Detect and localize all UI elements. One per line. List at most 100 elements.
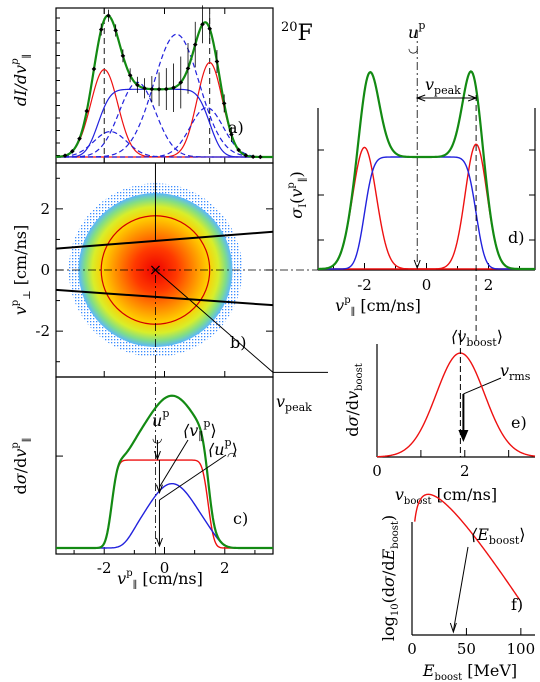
data-point (91, 66, 97, 72)
panel-b-ylabel: vp⊥ [cm/ns] (10, 225, 33, 315)
panel-a-ylabel: dI/dvp∥ (10, 54, 33, 106)
zero-arrow-head (155, 537, 163, 548)
title-element: F (298, 21, 313, 46)
panel-b-ytick-label: 0 (40, 261, 50, 279)
data-point (135, 82, 140, 88)
panel-d: -2 0 2 d) up ◡ vpeak σI(vp∥) vp∥ [cm/ns] (286, 19, 536, 345)
data-point (229, 132, 234, 137)
panel-e-xlabel: vboost [cm/ns] (395, 485, 497, 507)
mean-v-arrow-head (155, 484, 163, 495)
panel-e-xtick-label: 0 (372, 462, 382, 480)
data-point (113, 28, 118, 33)
figure-title: 20F (281, 20, 313, 46)
panel-e-tag: e) (511, 413, 527, 432)
panel-a: a) dI/dvp∥ (10, 5, 274, 164)
data-point (98, 27, 104, 32)
panel-f-xtick-label: 100 (507, 640, 536, 658)
panel-b-tick-labels: -2 0 2 (35, 200, 50, 340)
panel-c-total-curve (56, 394, 273, 550)
boundary-line-upper (56, 230, 273, 250)
panel-e-ticks (376, 377, 510, 457)
mean-v-label: ⟨v∥p⟩ (183, 417, 217, 443)
panel-a-points (62, 5, 263, 160)
v-peak-label: vpeak (276, 392, 312, 414)
panel-e-ylabel: dσ/dvboost (343, 363, 365, 436)
panel-d-tag: d) (508, 228, 524, 247)
panel-c-arrows (153, 439, 227, 548)
panel-d-curves (317, 70, 535, 271)
data-point (164, 86, 169, 92)
data-point (214, 59, 220, 64)
data-point (77, 136, 82, 141)
panel-e-xtick-label: 2 (460, 462, 470, 480)
data-point (207, 26, 213, 31)
panel-b-ytick-label: 2 (40, 200, 50, 218)
panel-a-tag: a) (228, 118, 244, 137)
panel-f-curve (414, 493, 521, 601)
boundary-line-lower (56, 288, 273, 307)
data-point (149, 86, 155, 92)
v-peak-label-d: vpeak (425, 75, 461, 97)
panel-d-total-curve (317, 70, 535, 271)
panel-b-ytick-label: -2 (35, 322, 50, 340)
data-point (258, 154, 263, 160)
mean-boost-label: ⟨vboost⟩ (451, 327, 503, 349)
panel-c: -2 0 2 c) up ◡ ⟨v∥p⟩ ⟨up⟩ ◠ dσ/dvp∥ vp∥ [c… (10, 376, 274, 591)
mean-u-leader (159, 454, 227, 501)
panel-b: -2 0 2 × b) vpeak vp⊥ [cm/ns] (10, 162, 328, 414)
panel-f-tick-labels: 0 50 100 (407, 640, 535, 658)
panel-b-tag: b) (230, 333, 246, 352)
panel-d-xtick-label: -2 (357, 276, 372, 294)
panel-c-xtick-label: 0 (160, 559, 170, 577)
panel-c-xtick-label: -2 (97, 559, 112, 577)
mean-v-leader (159, 439, 189, 488)
mean-energy-arrow (452, 546, 469, 632)
panel-f-xlabel: Eboost [MeV] (422, 661, 517, 682)
u-circ-label-c: up (152, 407, 169, 430)
data-point (69, 149, 75, 154)
panel-a-guides (103, 8, 211, 163)
panel-c-xlabel: vp∥ [cm/ns] (117, 568, 203, 591)
panel-c-tick-labels: -2 0 2 (97, 559, 230, 577)
data-point (84, 108, 90, 114)
mean-u-mark: ◠ (227, 450, 237, 463)
mean-energy-label: ⟨Eboost⟩ (471, 525, 526, 547)
v-peak-sub: peak (285, 401, 312, 414)
u-circ-label-d: up (408, 19, 425, 42)
mean-energy-arrowhead (449, 622, 457, 634)
data-point (106, 13, 111, 18)
panel-d-tick-labels: -2 0 2 (357, 276, 493, 294)
panel-f-tag: f) (511, 595, 523, 614)
panel-c-red-curve (56, 459, 273, 549)
u-circ-mark-c: ◡ (152, 431, 162, 445)
data-point (192, 42, 198, 47)
data-point (221, 101, 227, 106)
data-point (127, 72, 133, 78)
panel-d-ylabel: σI(vp∥) (286, 171, 309, 218)
u-circ-arrow-head (153, 450, 161, 461)
mean-u-label: ⟨up⟩ (208, 436, 238, 459)
data-point (120, 53, 126, 59)
data-point (142, 85, 147, 91)
data-point (156, 86, 162, 92)
panel-d-u-arrowhead (413, 259, 421, 270)
data-point (178, 80, 184, 85)
panel-d-xtick-label: 0 (422, 276, 432, 294)
data-point (185, 66, 191, 71)
title-mass: 20 (281, 20, 298, 35)
v-peak-arrow (155, 269, 274, 373)
panel-a-curve-5 (56, 81, 273, 158)
rms-label: vrms (500, 361, 531, 383)
panel-f-curves (414, 493, 521, 601)
panel-c-xtick-label: 2 (220, 559, 230, 577)
data-point (171, 85, 176, 91)
data-point (62, 153, 68, 158)
panel-c-tag: c) (233, 509, 248, 528)
panel-f-xtick-label: 50 (457, 640, 476, 658)
panel-c-curves (56, 394, 273, 550)
center-cross-icon: × (149, 260, 162, 279)
data-point (236, 147, 241, 153)
